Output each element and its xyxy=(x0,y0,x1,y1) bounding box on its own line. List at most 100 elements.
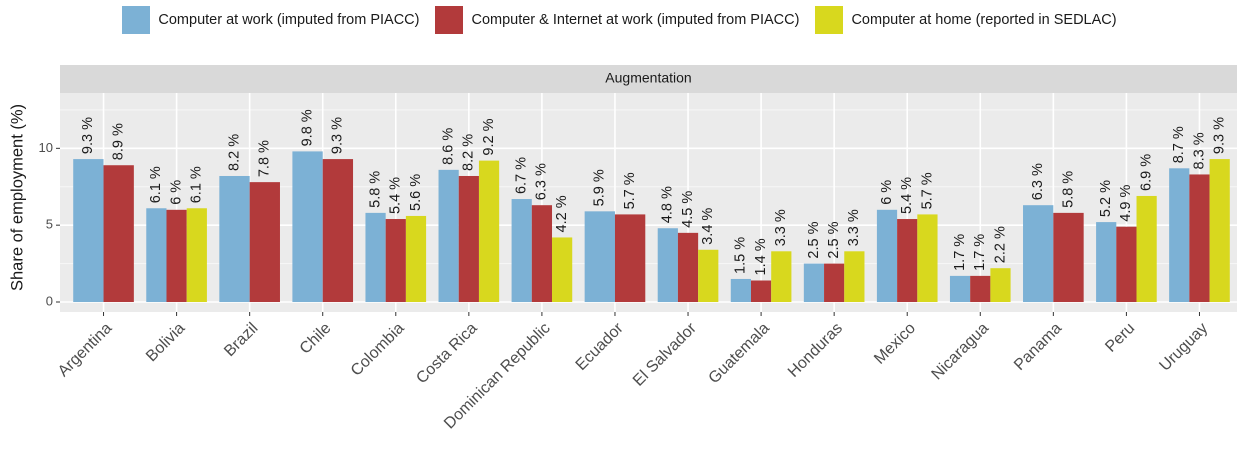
bar xyxy=(844,251,865,303)
data-label: 5.6 % xyxy=(408,174,424,211)
bar xyxy=(1023,205,1054,303)
bar xyxy=(385,219,406,303)
data-label: 4.5 % xyxy=(680,191,696,228)
legend-label: Computer at home (reported in SEDLAC) xyxy=(851,12,1117,28)
data-label: 9.3 % xyxy=(80,117,96,154)
bar xyxy=(1209,159,1230,303)
bar xyxy=(1169,168,1190,303)
legend-label: Computer & Internet at work (imputed fro… xyxy=(471,12,800,28)
bar xyxy=(458,175,479,303)
data-label: 6.3 % xyxy=(534,163,550,200)
legend-entry: Computer at work (imputed from PIACC) xyxy=(122,6,419,34)
x-tick-label: Bolivia xyxy=(143,320,188,365)
bar xyxy=(584,211,615,303)
data-label: 5.4 % xyxy=(388,177,404,214)
bar xyxy=(219,175,250,303)
data-label: 1.7 % xyxy=(972,234,988,271)
x-tick-label: Brazil xyxy=(221,320,261,360)
bar xyxy=(824,263,845,303)
legend-swatch xyxy=(815,6,844,34)
bar xyxy=(970,275,991,303)
y-tick-label: 0 xyxy=(46,293,53,308)
data-label: 2.2 % xyxy=(992,226,1008,263)
bar xyxy=(531,205,553,303)
bar xyxy=(876,209,898,303)
bar xyxy=(1189,174,1210,303)
bar xyxy=(146,208,167,303)
bar xyxy=(1116,226,1137,303)
x-tick-label: Argentina xyxy=(55,320,116,381)
data-label: 4.8 % xyxy=(660,186,676,223)
data-label: 1.7 % xyxy=(952,234,968,271)
x-tick-label: El Salvador xyxy=(630,319,700,389)
data-label: 3.4 % xyxy=(700,208,716,245)
bar xyxy=(103,165,134,303)
bar xyxy=(249,182,280,303)
bar xyxy=(949,275,971,303)
bar xyxy=(698,249,719,303)
y-tick-label: 10 xyxy=(39,140,53,155)
data-label: 9.8 % xyxy=(299,109,315,146)
facet-strip xyxy=(60,65,1237,93)
bar xyxy=(292,151,323,303)
bar xyxy=(552,237,573,303)
data-label: 5.4 % xyxy=(899,177,915,214)
bar xyxy=(511,199,532,303)
data-label: 5.2 % xyxy=(1098,180,1114,217)
data-label: 5.7 % xyxy=(622,172,638,209)
x-tick-label: Uruguay xyxy=(1156,320,1211,375)
x-tick-label: Peru xyxy=(1102,320,1138,356)
data-label: 6.9 % xyxy=(1138,154,1154,191)
data-label: 1.5 % xyxy=(733,237,749,274)
data-label: 6 % xyxy=(168,180,184,205)
bar xyxy=(478,160,500,303)
bar xyxy=(186,208,207,303)
data-label: 8.2 % xyxy=(461,134,477,171)
data-label: 6.7 % xyxy=(514,157,530,194)
x-tick-label: Nicaragua xyxy=(928,320,992,384)
data-label: 4.2 % xyxy=(554,195,570,232)
bar xyxy=(990,268,1011,303)
legend-swatch xyxy=(122,6,151,34)
data-label: 8.9 % xyxy=(111,123,127,160)
data-label: 8.6 % xyxy=(440,128,456,165)
bar xyxy=(166,209,187,303)
y-axis-title: Share of employment (%) xyxy=(8,104,26,291)
data-label: 8.7 % xyxy=(1171,126,1187,163)
data-label: 4.9 % xyxy=(1118,185,1134,222)
x-tick-label: Mexico xyxy=(871,320,919,368)
data-label: 2.5 % xyxy=(806,221,822,258)
data-label: 5.7 % xyxy=(919,172,935,209)
bar xyxy=(614,214,646,303)
data-label: 5.9 % xyxy=(592,169,608,206)
bar xyxy=(1136,195,1157,303)
data-label: 6.1 % xyxy=(189,166,205,203)
x-tick-label: Chile xyxy=(297,320,335,358)
data-label: 5.8 % xyxy=(367,171,383,208)
y-tick-label: 5 xyxy=(46,217,53,232)
x-tick-label: Panama xyxy=(1011,320,1065,374)
bar xyxy=(803,263,825,303)
bar xyxy=(73,159,104,303)
data-label: 9.3 % xyxy=(1212,117,1228,154)
data-label: 6.1 % xyxy=(148,166,164,203)
bar xyxy=(1053,212,1084,303)
bar xyxy=(657,228,678,303)
data-label: 1.4 % xyxy=(753,238,769,275)
bar xyxy=(365,212,386,303)
x-tick-label: Honduras xyxy=(785,320,846,381)
x-tick-label: Ecuador xyxy=(573,319,628,374)
bar xyxy=(750,280,772,303)
bar xyxy=(322,159,354,303)
data-label: 5.8 % xyxy=(1060,171,1076,208)
x-tick-label: Costa Rica xyxy=(413,320,480,387)
x-tick-label: Colombia xyxy=(348,320,408,380)
legend-entry: Computer & Internet at work (imputed fro… xyxy=(435,6,799,34)
bar xyxy=(677,232,699,303)
legend-label: Computer at work (imputed from PIACC) xyxy=(158,12,420,28)
data-label: 2.5 % xyxy=(826,221,842,258)
bar xyxy=(917,214,938,303)
bar xyxy=(438,169,459,303)
data-label: 3.3 % xyxy=(773,209,789,246)
